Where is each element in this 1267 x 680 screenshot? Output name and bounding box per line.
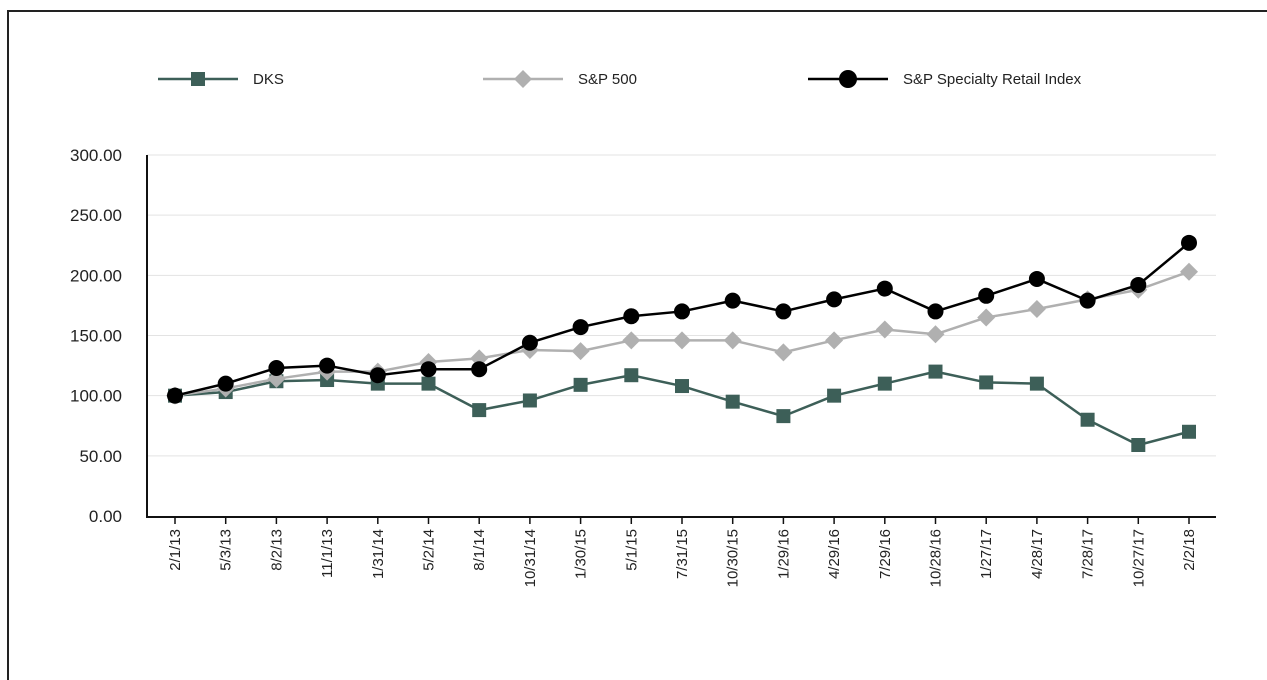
line-chart: DKS S&P 500 S&P Specialty Retail Index 0.0… <box>70 70 1216 587</box>
y-axis-ticks: 0.00 50.00 100.00 150.00 200.00 250.00 300.00 <box>70 146 122 526</box>
legend-item: S&P 500 <box>483 70 637 88</box>
data-point <box>623 308 640 325</box>
data-point <box>622 331 641 350</box>
data-point <box>876 280 893 297</box>
data-point <box>1130 276 1147 293</box>
data-point <box>319 357 336 374</box>
data-point <box>421 376 436 391</box>
x-tick-label: 8/1/14 <box>471 529 488 571</box>
data-point <box>1131 438 1146 453</box>
series-layer <box>166 234 1198 453</box>
data-point <box>573 377 588 392</box>
y-tick-label: 300.00 <box>70 146 122 165</box>
x-tick-label: 7/28/17 <box>1080 529 1097 579</box>
y-tick-label: 50.00 <box>79 447 122 466</box>
data-point <box>1029 376 1044 391</box>
data-point <box>978 287 995 304</box>
x-tick-label: 5/3/13 <box>218 529 235 571</box>
legend: DKS S&P 500 S&P Specialty Retail Index <box>158 70 1082 88</box>
data-point <box>977 308 996 327</box>
x-tick-label: 10/27/17 <box>1130 529 1147 587</box>
x-tick-label: 2/2/18 <box>1181 529 1198 571</box>
x-tick-label: 7/31/15 <box>674 529 691 579</box>
y-tick-label: 200.00 <box>70 266 122 285</box>
x-tick-label: 7/29/16 <box>877 529 894 579</box>
data-point <box>420 361 437 378</box>
y-tick-label: 100.00 <box>70 387 122 406</box>
data-point <box>217 375 234 392</box>
data-point <box>369 367 386 384</box>
data-point <box>776 409 791 424</box>
y-tick-label: 0.00 <box>89 507 122 526</box>
x-tick-label: 1/31/14 <box>370 529 387 579</box>
legend-item: S&P Specialty Retail Index <box>808 70 1082 88</box>
x-tick-label: 4/28/17 <box>1029 529 1046 579</box>
data-point <box>1182 424 1196 439</box>
data-point <box>875 320 894 339</box>
x-tick-label: 10/31/14 <box>522 529 539 587</box>
data-point <box>571 342 590 361</box>
data-point <box>472 403 487 418</box>
data-point <box>1080 412 1095 427</box>
data-point <box>827 388 842 403</box>
legend-label: DKS <box>253 71 284 88</box>
data-point <box>674 303 690 320</box>
x-tick-label: 10/28/16 <box>928 529 945 587</box>
x-tick-label: 8/2/13 <box>268 529 285 571</box>
data-point <box>268 359 285 376</box>
data-point <box>928 364 943 379</box>
data-point <box>725 394 740 409</box>
data-point <box>724 292 741 309</box>
y-tick-label: 150.00 <box>70 327 122 346</box>
legend-item: DKS <box>158 71 284 88</box>
x-tick-label: 11/1/13 <box>319 529 336 578</box>
legend-label: S&P Specialty Retail Index <box>903 71 1082 88</box>
x-tick-label: 4/29/16 <box>826 529 843 579</box>
chart-frame <box>7 10 1267 680</box>
legend-swatch-marker <box>514 70 532 88</box>
data-point <box>1079 292 1096 309</box>
data-point <box>926 325 945 344</box>
y-tick-label: 250.00 <box>70 206 122 225</box>
x-tick-label: 5/2/14 <box>421 529 438 571</box>
x-tick-label: 2/1/13 <box>167 529 184 571</box>
data-point <box>825 331 844 350</box>
data-point <box>927 303 944 320</box>
data-point <box>521 334 538 351</box>
data-point <box>673 331 691 350</box>
data-point <box>675 379 689 394</box>
data-point <box>774 343 793 362</box>
x-axis-ticks: 2/1/13 5/3/13 8/2/13 11/1/13 1/31/14 5/2/14 8/… <box>167 517 1198 587</box>
x-tick-label: 10/30/15 <box>725 529 742 587</box>
x-tick-label: 1/29/16 <box>775 529 792 579</box>
data-point <box>624 368 639 383</box>
legend-swatch-marker <box>191 72 205 86</box>
data-point <box>723 331 742 350</box>
data-point <box>877 376 892 391</box>
axes <box>146 155 1216 518</box>
data-point <box>826 291 843 308</box>
series-s-p-specialty-retail-index <box>167 234 1197 404</box>
legend-label: S&P 500 <box>578 71 637 88</box>
x-tick-label: 1/27/17 <box>978 529 995 579</box>
data-point <box>1181 234 1197 251</box>
data-point <box>471 361 488 378</box>
legend-swatch-marker <box>839 70 857 88</box>
series-dks <box>168 364 1196 453</box>
x-tick-label: 1/30/15 <box>573 529 590 579</box>
data-point <box>167 387 183 404</box>
data-point <box>522 393 537 408</box>
data-point <box>1027 300 1046 319</box>
data-point <box>979 375 994 390</box>
data-point <box>1180 262 1198 281</box>
data-point <box>775 303 792 320</box>
data-point <box>572 319 589 336</box>
data-point <box>1028 270 1045 287</box>
x-tick-label: 5/1/15 <box>623 529 640 571</box>
